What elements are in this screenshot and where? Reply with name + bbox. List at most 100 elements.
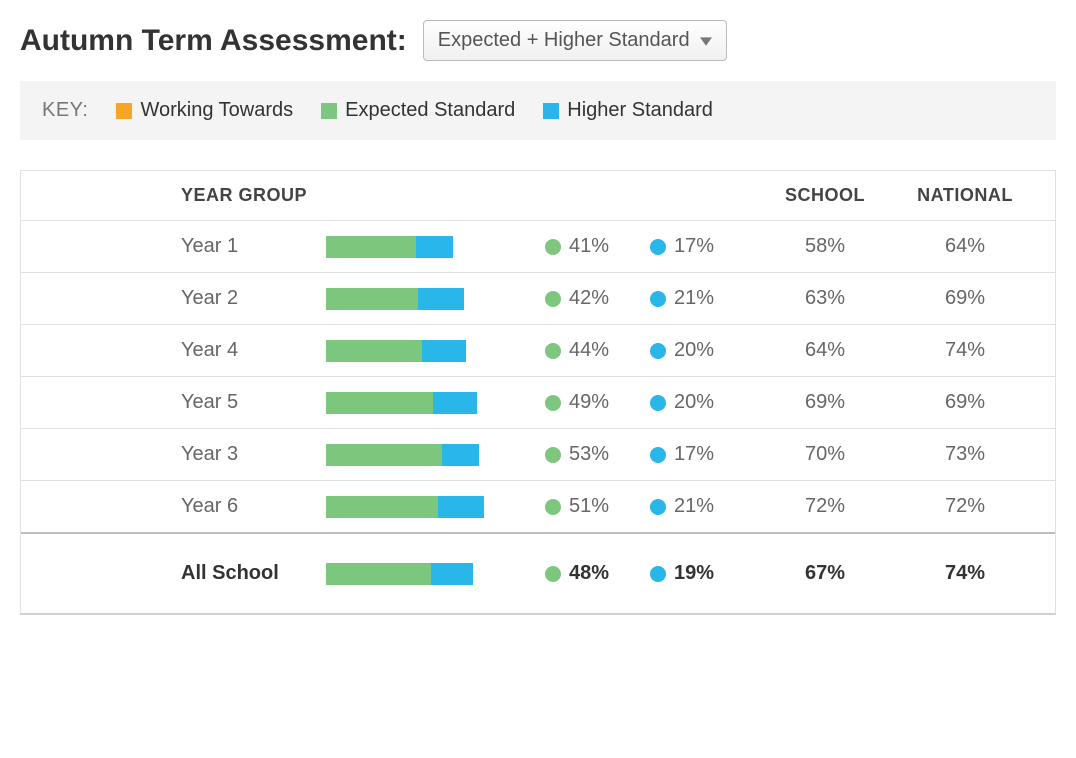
- header-year-group: YEAR GROUP: [181, 185, 326, 206]
- year-label: Year 5: [181, 391, 326, 414]
- expected-pct: 42%: [545, 287, 650, 310]
- dot-expected-icon: [545, 291, 561, 307]
- school-value: 67%: [755, 562, 895, 585]
- table-row: Year 141%17%58%64%: [21, 220, 1055, 272]
- bar-segment-higher: [431, 563, 473, 585]
- national-value: 73%: [895, 443, 1035, 466]
- legend-text: Higher Standard: [567, 99, 713, 122]
- expected-pct: 44%: [545, 339, 650, 362]
- table-header: YEAR GROUP SCHOOL NATIONAL: [21, 171, 1055, 220]
- legend: KEY: Working Towards Expected Standard H…: [20, 81, 1056, 140]
- bar-segment-higher: [433, 392, 477, 414]
- higher-pct-value: 20%: [674, 339, 714, 362]
- swatch-higher: [543, 103, 559, 119]
- expected-pct-value: 41%: [569, 235, 609, 258]
- bar-chart: [326, 340, 545, 362]
- bar-segment-expected: [326, 496, 438, 518]
- bar-segment-higher: [442, 444, 479, 466]
- expected-pct: 53%: [545, 443, 650, 466]
- higher-pct: 21%: [650, 287, 755, 310]
- dot-expected-icon: [545, 343, 561, 359]
- filter-dropdown-value: Expected + Higher Standard: [438, 29, 690, 52]
- dot-higher-icon: [650, 499, 666, 515]
- bar-segment-higher: [416, 236, 453, 258]
- higher-pct: 17%: [650, 443, 755, 466]
- bar-chart: [326, 392, 545, 414]
- dot-higher-icon: [650, 343, 666, 359]
- expected-pct-value: 44%: [569, 339, 609, 362]
- year-label: Year 2: [181, 287, 326, 310]
- higher-pct: 20%: [650, 339, 755, 362]
- higher-pct: 19%: [650, 562, 755, 585]
- year-label: All School: [181, 562, 326, 585]
- bar-segment-expected: [326, 288, 418, 310]
- bar-chart: [326, 288, 545, 310]
- dot-higher-icon: [650, 239, 666, 255]
- school-value: 72%: [755, 495, 895, 518]
- table-row: Year 4 44% 20% 64%74%: [21, 324, 1055, 376]
- higher-pct-value: 19%: [674, 562, 714, 585]
- expected-pct-value: 42%: [569, 287, 609, 310]
- expected-pct-value: 51%: [569, 495, 609, 518]
- national-value: 69%: [895, 391, 1035, 414]
- higher-pct-value: 17%: [674, 443, 714, 466]
- dot-higher-icon: [650, 395, 666, 411]
- legend-text: Working Towards: [140, 99, 293, 122]
- school-value: 63%: [755, 287, 895, 310]
- page-title: Autumn Term Assessment:: [20, 24, 407, 58]
- expected-pct-value: 53%: [569, 443, 609, 466]
- school-value: 70%: [755, 443, 895, 466]
- header-national: NATIONAL: [895, 185, 1035, 206]
- expected-pct: 41%: [545, 235, 650, 258]
- dot-higher-icon: [650, 566, 666, 582]
- chevron-down-icon: [700, 35, 712, 47]
- bar-segment-higher: [422, 340, 466, 362]
- table-row: Year 651%21%72%72%: [21, 480, 1055, 532]
- bar-segment-expected: [326, 444, 442, 466]
- bar-segment-expected: [326, 340, 422, 362]
- school-value: 58%: [755, 235, 895, 258]
- national-value: 74%: [895, 562, 1035, 585]
- expected-pct: 48%: [545, 562, 650, 585]
- higher-pct-value: 17%: [674, 235, 714, 258]
- higher-pct-value: 21%: [674, 495, 714, 518]
- school-value: 69%: [755, 391, 895, 414]
- bar-chart: [326, 496, 545, 518]
- year-label: Year 6: [181, 495, 326, 518]
- legend-item-expected: Expected Standard: [321, 99, 515, 122]
- bar-chart: [326, 236, 545, 258]
- bar-segment-expected: [326, 236, 416, 258]
- filter-dropdown[interactable]: Expected + Higher Standard: [423, 20, 727, 61]
- national-value: 69%: [895, 287, 1035, 310]
- expected-pct-value: 49%: [569, 391, 609, 414]
- year-label: Year 4: [181, 339, 326, 362]
- swatch-working-towards: [116, 103, 132, 119]
- dot-expected-icon: [545, 499, 561, 515]
- header-school: SCHOOL: [755, 185, 895, 206]
- school-value: 64%: [755, 339, 895, 362]
- table-row: Year 5 49% 20% 69%69%: [21, 376, 1055, 428]
- table-row: Year 2 42% 21%63%69%: [21, 272, 1055, 324]
- legend-item-working-towards: Working Towards: [116, 99, 293, 122]
- bar-segment-expected: [326, 392, 433, 414]
- dot-expected-icon: [545, 566, 561, 582]
- higher-pct-value: 20%: [674, 391, 714, 414]
- national-value: 64%: [895, 235, 1035, 258]
- higher-pct: 21%: [650, 495, 755, 518]
- table-row: Year 3 53% 17% 70%73%: [21, 428, 1055, 480]
- higher-pct: 17%: [650, 235, 755, 258]
- higher-pct: 20%: [650, 391, 755, 414]
- expected-pct: 49%: [545, 391, 650, 414]
- dot-higher-icon: [650, 291, 666, 307]
- dot-higher-icon: [650, 447, 666, 463]
- swatch-expected: [321, 103, 337, 119]
- national-value: 74%: [895, 339, 1035, 362]
- dot-expected-icon: [545, 239, 561, 255]
- bar-chart: [326, 563, 545, 585]
- table-summary-row: All School 48% 19% 67%74%: [21, 532, 1055, 613]
- legend-text: Expected Standard: [345, 99, 515, 122]
- bar-chart: [326, 444, 545, 466]
- dot-expected-icon: [545, 447, 561, 463]
- year-label: Year 3: [181, 443, 326, 466]
- legend-label: KEY:: [42, 99, 88, 122]
